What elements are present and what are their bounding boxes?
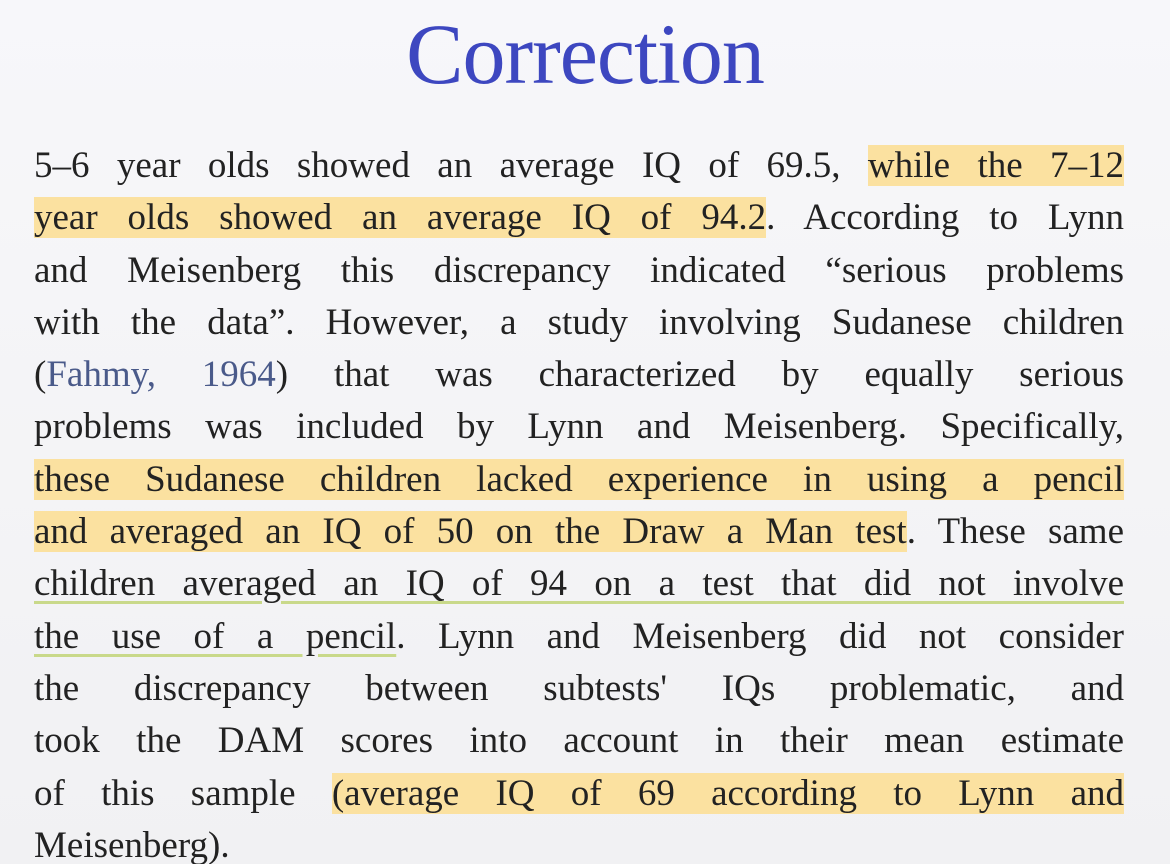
citation[interactable]: Fahmy, 1964 [46,354,276,396]
line: and averaged an IQ of 50 on the Draw a M… [34,506,1124,558]
line: Meisenberg). [34,820,1124,864]
line: 5–6 year olds showed an average IQ of 69… [34,140,1125,192]
text: and Meisenberg this discrepancy indicate… [34,249,1124,291]
text: the discrepancy between subtests' IQs pr… [34,667,1124,709]
line: the use of a pencil. Lynn and Meisenberg… [34,611,1124,663]
text: . Lynn and Meisenberg did not consider [396,615,1124,657]
line: and Meisenberg this discrepancy indicate… [34,245,1124,297]
text: . According to Lynn [766,197,1124,239]
text: Meisenberg). [34,824,230,864]
highlight: (average IQ of 69 according to Lynn and [331,772,1124,814]
highlight: and averaged an IQ of 50 on the Draw a M… [34,511,907,553]
highlight: these Sudanese children lacked experienc… [34,458,1124,500]
text: 5–6 year olds showed an average IQ of 69… [34,145,868,186]
text: ( [34,354,47,396]
line: took the DAM scores into account in thei… [34,715,1124,767]
text: . These same [906,511,1124,553]
highlight: while the 7–12 [867,145,1125,186]
body-text: 5–6 year olds showed an average IQ of 69… [34,140,1125,864]
text: took the DAM scores into account in thei… [34,720,1124,762]
underlined: children averaged an IQ of 94 on a test … [34,563,1124,605]
line: these Sudanese children lacked experienc… [34,454,1124,506]
text: with the data”. However, a study involvi… [34,301,1124,343]
line: of this sample (average IQ of 69 accordi… [34,768,1124,820]
line: problems was included by Lynn and Meisen… [34,401,1124,453]
underlined: the use of a pencil [34,615,397,657]
line: with the data”. However, a study involvi… [34,297,1124,349]
line: the discrepancy between subtests' IQs pr… [34,663,1124,715]
text: problems was included by Lynn and Meisen… [34,406,1124,448]
line: children averaged an IQ of 94 on a test … [34,558,1124,610]
highlight: year olds showed an average IQ of 94.2 [34,197,767,239]
text: ) that was characterized by equally seri… [275,354,1124,396]
line: (Fahmy, 1964) that was characterized by … [34,349,1124,401]
text: of this sample [34,772,332,814]
line: year olds showed an average IQ of 94.2. … [34,192,1124,244]
title: Correction [406,6,765,102]
